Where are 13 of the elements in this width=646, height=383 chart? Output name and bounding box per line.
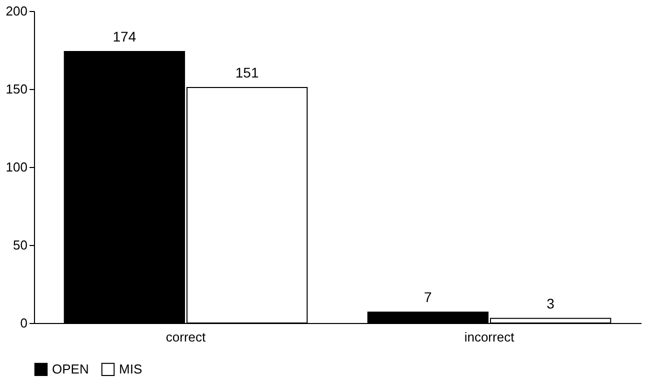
data-label: 174: [112, 28, 136, 45]
y-tick-label: 200: [6, 4, 28, 18]
legend-label: MIS: [119, 361, 142, 376]
data-label: 3: [546, 295, 555, 312]
y-tick-label: 100: [6, 160, 28, 174]
data-label: 151: [235, 64, 259, 80]
y-tick-label: 50: [13, 238, 28, 252]
data-label: 7: [424, 289, 432, 306]
x-tick-label: correct: [166, 330, 206, 344]
y-tick-label: 0: [20, 316, 28, 330]
legend-label: OPEN: [52, 361, 89, 376]
y-tick-label: 150: [6, 82, 28, 96]
x-tick-label: incorrect: [464, 330, 515, 344]
